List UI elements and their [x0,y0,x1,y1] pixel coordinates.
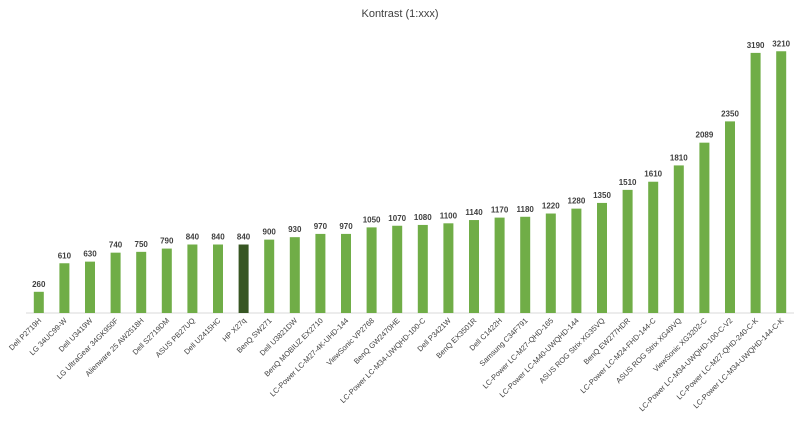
bar [545,213,556,313]
bar [673,165,684,313]
bars-group [33,51,787,314]
bar [648,181,659,313]
bar [443,223,454,313]
bar [341,233,351,313]
value-label: 610 [58,251,72,260]
bar [571,208,582,313]
bar [238,244,249,313]
bar [597,202,607,313]
bar [110,252,121,313]
value-label: 1170 [491,206,509,215]
bar [520,216,531,313]
bar [494,217,505,313]
value-label: 740 [109,241,123,250]
value-label: 260 [32,280,46,289]
bar [315,233,326,313]
value-label: 930 [288,225,302,234]
value-label: 790 [160,237,174,246]
bar [33,291,44,313]
value-labels-group: 260 610 630 740 750 790 840 840 840 900 930 970 970 1… [32,39,791,289]
value-label: 840 [211,233,225,242]
value-label: 840 [237,233,251,242]
value-label: 1140 [465,208,483,217]
value-label: 3210 [772,39,790,48]
bar [213,244,223,313]
value-label: 1610 [644,170,662,179]
bar [392,225,403,313]
bar [776,51,787,314]
bar [187,244,198,313]
bar [469,220,479,313]
bar [59,263,70,313]
bar [264,239,275,313]
value-label: 900 [263,228,277,237]
bar [161,248,172,313]
value-label: 840 [186,233,200,242]
chart-title: Kontrast (1:xxx) [361,8,438,20]
bar [750,52,761,314]
value-label: 1280 [568,197,586,206]
value-label: 1180 [517,205,535,214]
bar [289,237,300,313]
bar [366,227,377,313]
bar [622,189,633,313]
value-label: 630 [83,250,97,259]
value-label: 2350 [721,109,739,118]
value-label: 750 [135,240,149,249]
value-label: 970 [314,222,328,231]
value-label: 1220 [542,202,560,211]
value-label: 1350 [593,191,611,200]
value-label: 1100 [440,211,458,220]
value-label: 2089 [696,131,714,140]
value-label: 1070 [388,214,406,223]
value-label: 970 [339,222,353,231]
value-label: 1810 [670,153,688,162]
category-label: BenQ GW2470HE [352,316,402,366]
bar [85,261,95,313]
bar [725,121,735,313]
bar [417,224,428,313]
value-label: 1050 [363,215,381,224]
value-label: 1510 [619,178,637,187]
bar [136,251,147,313]
category-label: BenQ EW277HDR [582,316,633,367]
value-label: 1080 [414,213,432,222]
category-label: LC-Power LC-M34-UWQHD-100-C-V2 [637,316,734,413]
value-label: 3190 [747,41,765,50]
bar [699,142,710,313]
